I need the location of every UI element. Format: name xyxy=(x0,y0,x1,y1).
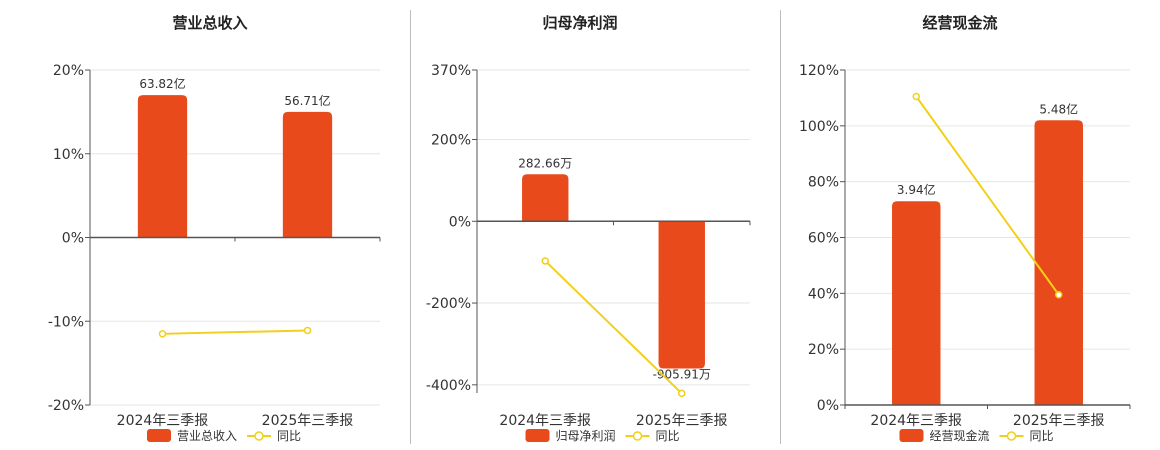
bar-data-label: 282.66万 xyxy=(518,156,572,170)
bar xyxy=(658,221,705,369)
revenue-chart: 营业总收入 20% 10% 0% -10% -20% 63.82亿 56.71亿 2024年三季… xyxy=(48,14,381,443)
legend-bar-swatch xyxy=(899,429,924,442)
yoy-point xyxy=(541,257,549,265)
legend-bar-swatch xyxy=(147,429,171,442)
y-tick-label: -200% xyxy=(426,296,471,312)
bar-data-label: 63.82亿 xyxy=(139,76,185,91)
y-tick-label: 20% xyxy=(808,342,839,358)
yoy-line xyxy=(915,95,1060,296)
bar xyxy=(522,174,569,222)
legend: 经营现金流 同比 xyxy=(899,428,1054,443)
chart-panel-net-profit: 归母净利润 370% 200% 0% -200% -400% 282.66万 -905.91万… xyxy=(390,0,780,450)
yoy-point xyxy=(303,326,312,335)
y-tick-label: 0% xyxy=(449,214,471,230)
y-tick-label: 60% xyxy=(808,231,839,247)
chart-title: 营业总收入 xyxy=(172,14,247,32)
panel-divider xyxy=(410,10,411,444)
y-tick-label: -10% xyxy=(48,314,84,330)
x-category-label: 2024年三季报 xyxy=(870,413,962,429)
y-tick-label: 370% xyxy=(431,63,471,79)
bar xyxy=(1034,120,1083,405)
y-tick-label: 100% xyxy=(799,119,839,135)
legend-line-marker xyxy=(1006,431,1017,441)
x-category-label: 2025年三季报 xyxy=(636,413,728,429)
legend-bar-swatch xyxy=(525,429,550,442)
y-tick-label: 40% xyxy=(808,286,839,302)
legend-bar-label: 归母净利润 xyxy=(556,429,616,443)
y-tick-label: 0% xyxy=(62,231,84,247)
y-tick-label: 20% xyxy=(53,63,84,79)
yoy-point xyxy=(678,389,686,398)
x-category-label: 2024年三季报 xyxy=(499,413,591,429)
x-category-label: 2025年三季报 xyxy=(262,413,354,429)
y-tick-label: 120% xyxy=(799,63,839,79)
x-category-label: 2025年三季报 xyxy=(1013,413,1105,429)
legend-line-label: 同比 xyxy=(1030,429,1054,443)
y-tick-label: 0% xyxy=(817,398,839,414)
legend: 营业总收入 同比 xyxy=(147,429,301,443)
y-tick-label: -20% xyxy=(48,398,84,414)
chart-panel-cash-flow: 经营现金流 120% 100% 80% 60% 40% 20% 0% 3.94亿 5.48亿 202… xyxy=(760,0,1160,450)
y-tick-label: -400% xyxy=(426,378,471,394)
chart-panel-revenue: 营业总收入 20% 10% 0% -10% -20% 63.82亿 56.71亿 2024年三季… xyxy=(0,0,400,450)
bar-data-label: 5.48亿 xyxy=(1039,101,1078,116)
legend-line-marker xyxy=(254,431,264,441)
bar xyxy=(137,95,188,238)
cash-flow-chart: 经营现金流 120% 100% 80% 60% 40% 20% 0% 3.94亿 5.48亿 202… xyxy=(799,14,1131,443)
yoy-point xyxy=(1055,290,1063,299)
legend-line-marker xyxy=(632,431,643,441)
bar xyxy=(282,111,333,238)
legend-line-label: 同比 xyxy=(277,429,301,443)
x-category-label: 2024年三季报 xyxy=(117,413,209,429)
legend-line-label: 同比 xyxy=(656,429,680,443)
panel-divider xyxy=(780,10,781,444)
legend-bar-label: 经营现金流 xyxy=(930,428,990,443)
y-tick-label: 10% xyxy=(53,147,84,163)
y-tick-label: 80% xyxy=(808,175,839,191)
chart-title: 归母净利润 xyxy=(542,14,617,32)
y-tick-label: 200% xyxy=(431,133,471,149)
legend-bar-label: 营业总收入 xyxy=(177,429,237,443)
yoy-point xyxy=(912,92,920,101)
bar-data-label: 56.71亿 xyxy=(284,93,330,108)
legend: 归母净利润 同比 xyxy=(525,429,680,443)
bar-data-label: 3.94亿 xyxy=(897,182,936,197)
yoy-line xyxy=(544,260,683,395)
yoy-point xyxy=(158,330,167,338)
yoy-line xyxy=(162,329,308,335)
net-profit-chart: 归母净利润370%200%0%-200%-400%282.66万-905.91万… xyxy=(426,14,751,443)
chart-title: 经营现金流 xyxy=(922,14,997,32)
bar xyxy=(892,201,941,405)
